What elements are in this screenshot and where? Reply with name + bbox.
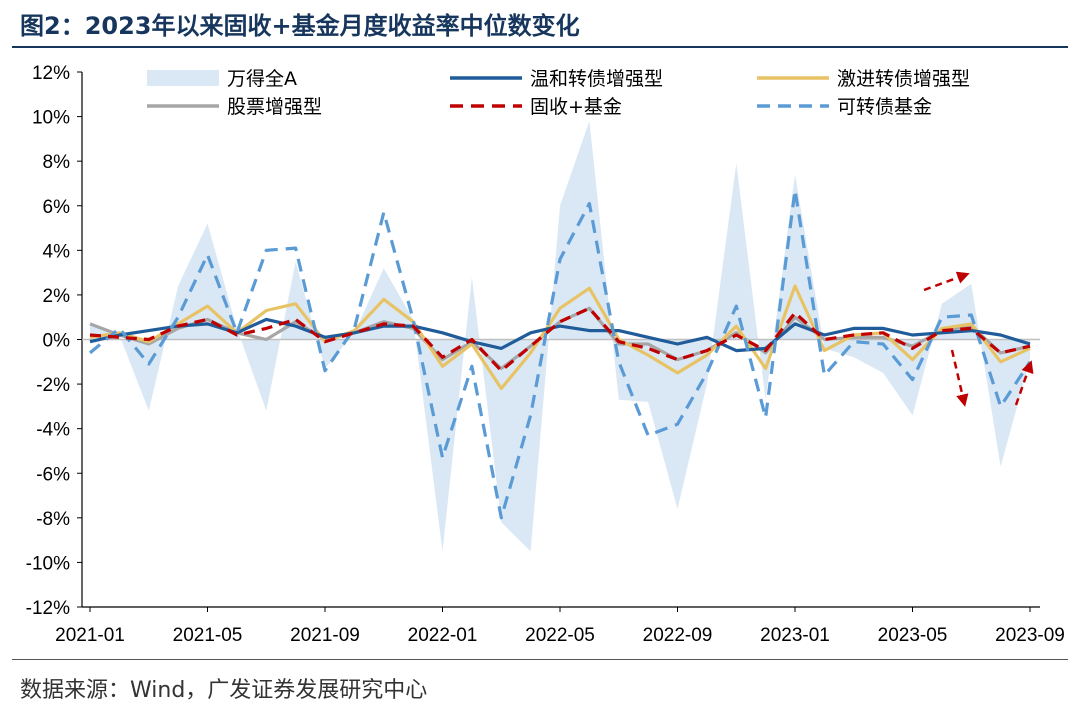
- y-tick-label: -12%: [26, 598, 70, 619]
- y-tick-label: 8%: [43, 152, 71, 173]
- y-tick-label: -4%: [36, 420, 70, 441]
- series-area-0: [90, 121, 1030, 552]
- x-tick-label: 2022-05: [525, 625, 595, 646]
- x-tick-label: 2023-05: [878, 625, 948, 646]
- source-divider: [12, 659, 1068, 660]
- y-tick-label: 6%: [43, 197, 71, 218]
- legend-label: 激进转债增强型: [837, 68, 970, 90]
- series-line-5: [88, 188, 1032, 520]
- annotation-arrow: [950, 349, 969, 407]
- series-layer: [88, 188, 1032, 520]
- y-tick-label: 0%: [43, 331, 71, 352]
- x-tick-label: 2022-01: [408, 625, 478, 646]
- series-line-1: [89, 317, 1031, 353]
- legend-label: 温和转债增强型: [530, 68, 663, 90]
- x-tick-label: 2021-05: [173, 625, 243, 646]
- legend-label: 可转债基金: [837, 96, 932, 118]
- y-tick-label: -10%: [26, 553, 70, 574]
- y-tick-label: 10%: [32, 108, 70, 129]
- y-tick-label: -6%: [36, 464, 70, 485]
- source-note: 数据来源：Wind，广发证券发展研究中心: [20, 678, 428, 703]
- legend-label: 固收+基金: [530, 96, 622, 118]
- series-line-4: [89, 306, 1031, 373]
- y-tick-label: 4%: [43, 241, 71, 262]
- y-tick-label: 2%: [43, 286, 71, 307]
- legend-swatch-area: [147, 70, 219, 86]
- x-tick-label: 2022-09: [643, 625, 713, 646]
- x-tick-label: 2021-09: [290, 625, 360, 646]
- legend-label: 股票增强型: [227, 96, 322, 118]
- x-tick-label: 2021-01: [55, 625, 125, 646]
- chart-title: 图2：2023年以来固收+基金月度收益率中位数变化: [20, 12, 580, 40]
- title-underline: [12, 46, 1068, 48]
- series-line-2: [89, 284, 1031, 391]
- x-tick-label: 2023-01: [760, 625, 830, 646]
- x-tick-label: 2023-09: [995, 625, 1065, 646]
- legend-label: 万得全A: [227, 68, 297, 90]
- annotation-arrow: [923, 271, 970, 292]
- y-tick-label: -8%: [36, 509, 70, 530]
- y-tick-label: 12%: [32, 63, 70, 84]
- axis-layer: 12% 10% 8% 6% 4% 2% 0% -2% -4% -6% -8% -10% -12% 2021…: [26, 63, 1065, 646]
- y-tick-label: -2%: [36, 375, 70, 396]
- series-line-3: [89, 306, 1031, 371]
- area-layer: [90, 121, 1030, 552]
- annotation-layer: [923, 271, 1034, 407]
